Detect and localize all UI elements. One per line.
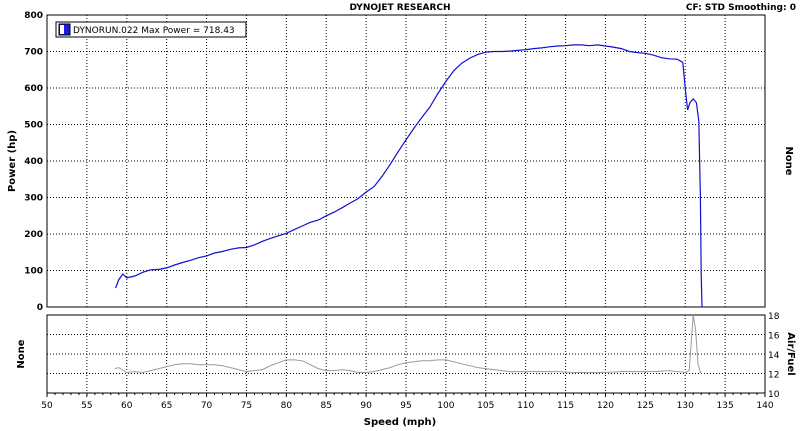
power-plot-area [46,14,766,308]
power-y-axis-label: Power (hp) [7,130,18,192]
x-tick-label: 105 [477,401,494,411]
x-tick-label: 125 [637,401,654,411]
x-tick-label: 130 [677,401,694,411]
power-y-tick-label: 800 [24,11,43,21]
power-y-tick-label: 300 [24,194,43,204]
chart-settings: CF: STD Smoothing: 0 [686,3,796,13]
x-tick-label: 75 [241,401,252,411]
x-tick-label: 65 [161,401,172,411]
x-tick-label: 80 [281,401,293,411]
afr-y-tick-label: 10 [768,390,780,400]
x-tick-label: 95 [400,401,411,411]
x-tick-label: 140 [756,401,773,411]
power-y-tick-label: 0 [37,303,43,313]
legend-swatch [58,23,71,36]
x-tick-label: 90 [360,401,372,411]
afr-y-tick-label: 18 [768,312,780,322]
x-tick-label: 135 [717,401,734,411]
power-series-line [115,44,703,308]
x-tick-label: 100 [437,401,454,411]
afr-y-tick-label: 12 [768,371,779,381]
afr-y-axis-label: Air/Fuel [785,332,796,375]
x-tick-label: 55 [81,401,92,411]
x-tick-label: 60 [121,401,133,411]
power-y-tick-label: 600 [24,84,43,94]
power-y-ticks: 0 100 200 300 400 500 600 700 800 [24,11,43,313]
power-y-tick-label: 500 [24,121,43,131]
legend-frame [55,21,247,38]
power-y-tick-label: 700 [24,48,43,58]
power-y-tick-label: 400 [24,157,43,167]
afr-y-tick-label: 16 [768,332,780,342]
power-right-label: None [783,146,794,175]
power-y-tick-label: 100 [24,267,43,277]
x-tick-label: 115 [557,401,574,411]
x-tick-label: 110 [517,401,534,411]
power-grid [47,15,765,307]
x-tick-label: 85 [320,401,331,411]
legend-entry-power: DYNORUN.022 Max Power = 718.43 [73,26,235,36]
afr-y-ticks: 10 12 14 16 18 [768,312,780,400]
x-ticks: 50 55 60 65 70 75 80 85 90 95 100 105 110 115 120 125 13… [41,393,774,411]
afr-left-label: None [16,339,27,368]
x-axis-label: Speed (mph) [364,417,436,428]
legend: DYNORUN.022 Max Power = 718.43 [55,21,247,38]
afr-y-tick-label: 14 [768,351,780,361]
x-tick-label: 70 [201,401,213,411]
power-y-tick-label: 200 [24,230,43,240]
afr-series-line [114,314,703,374]
legend-swatch-highlight [60,25,64,34]
afr-grid [47,315,765,393]
chart-title: DYNOJET RESEARCH [349,3,450,13]
x-tick-label: 120 [597,401,614,411]
x-tick-label: 50 [41,401,53,411]
